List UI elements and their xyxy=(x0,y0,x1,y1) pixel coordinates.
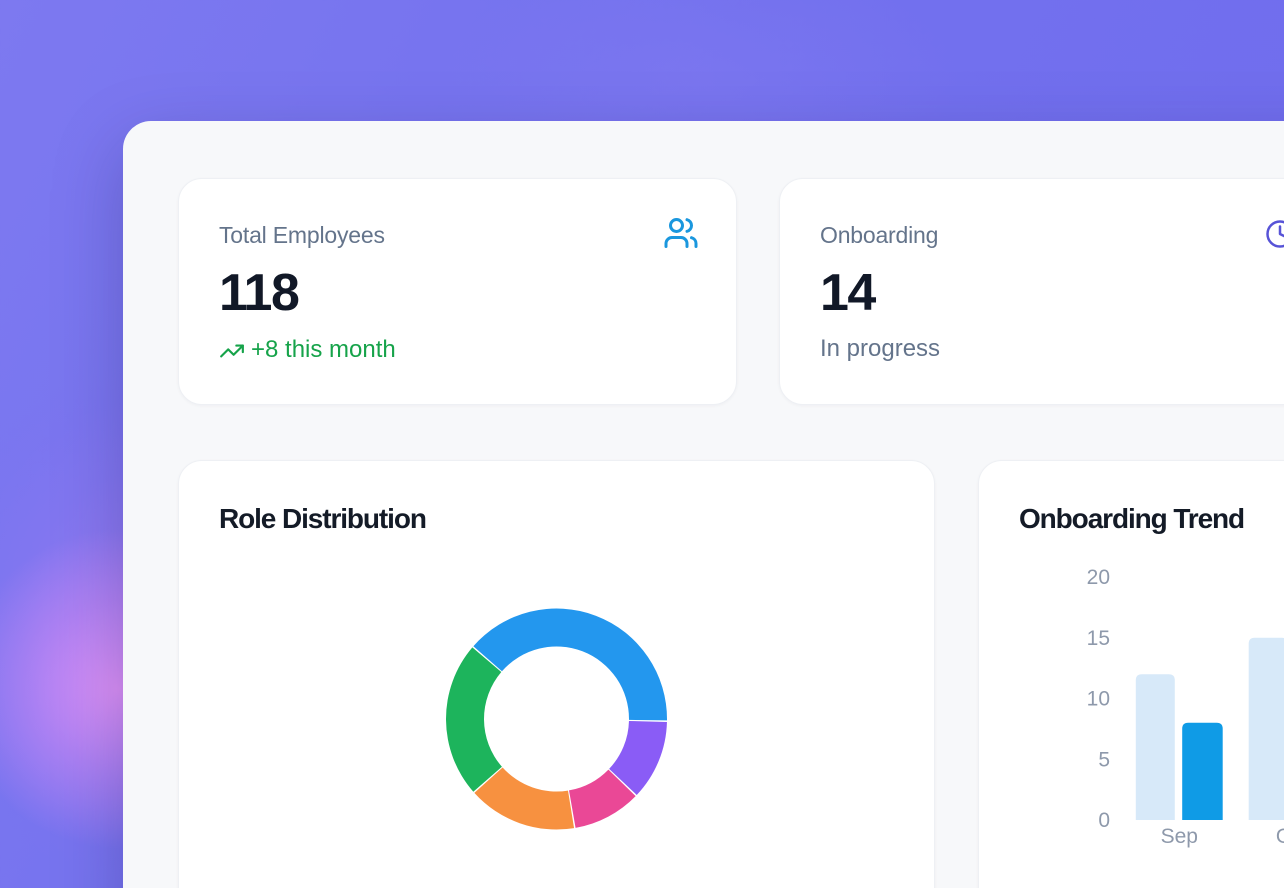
svg-text:15: 15 xyxy=(1087,627,1110,650)
svg-text:20: 20 xyxy=(1087,566,1110,589)
svg-text:Sep: Sep xyxy=(1161,825,1198,848)
svg-text:10: 10 xyxy=(1087,688,1110,711)
svg-text:5: 5 xyxy=(1098,748,1110,771)
svg-text:0: 0 xyxy=(1098,809,1110,832)
svg-text:Oct: Oct xyxy=(1276,825,1284,848)
